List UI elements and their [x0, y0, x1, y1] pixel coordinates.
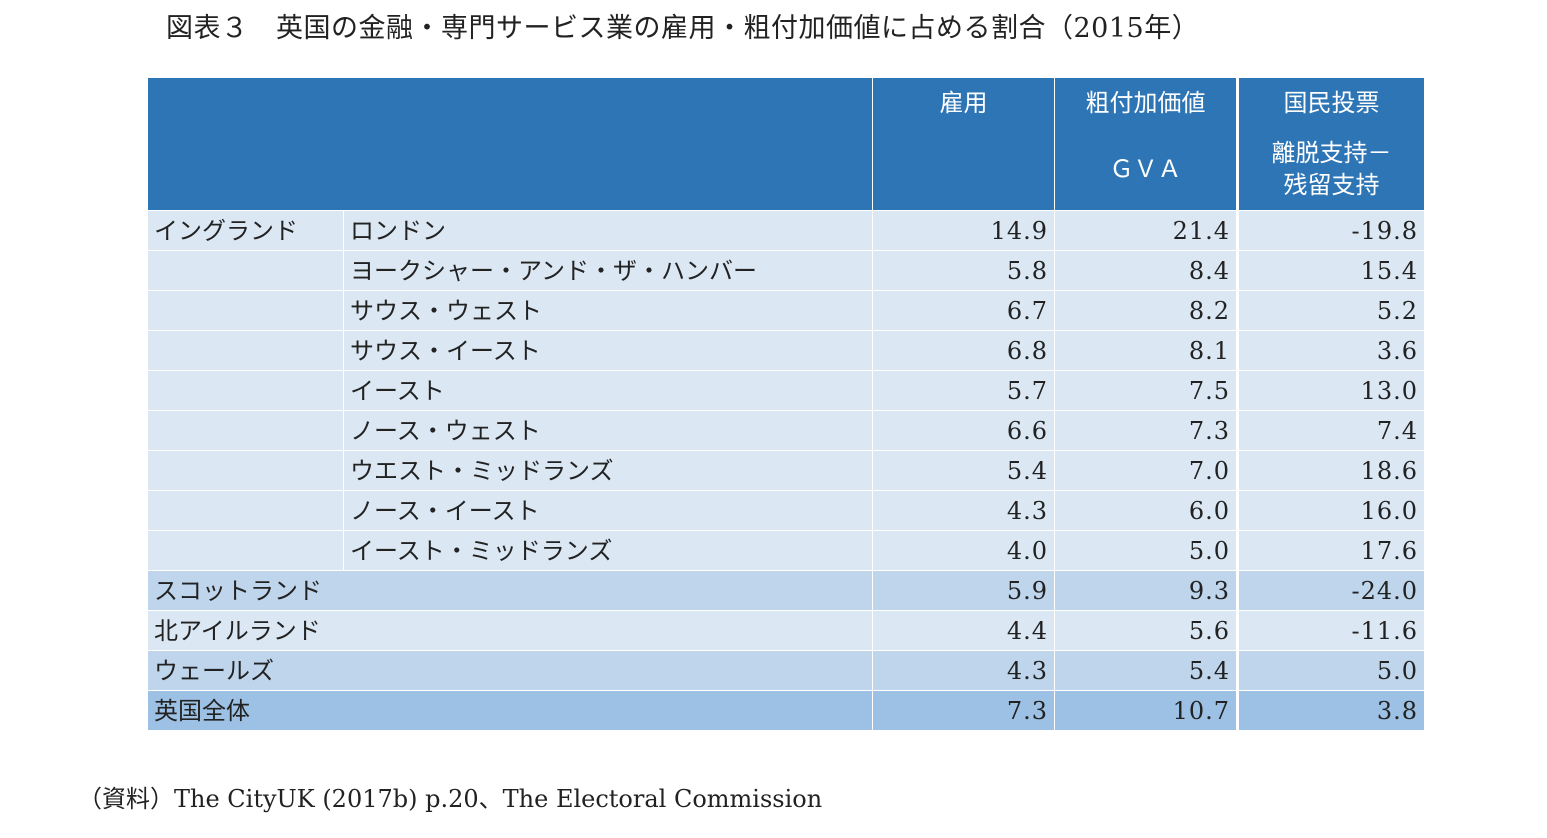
- vote-value: 16.0: [1360, 497, 1418, 525]
- vote-value: -11.6: [1351, 617, 1418, 645]
- table-row: ヨークシャー・アンド・ザ・ハンバー 5.8 8.4 15.4: [148, 250, 1424, 290]
- employment-value: 5.9: [873, 571, 1055, 610]
- region-group-label: イングランド: [148, 211, 344, 250]
- vote-value: -19.8: [1351, 217, 1418, 245]
- region-name: 英国全体: [148, 691, 873, 730]
- header-gva-abbr: ＧＶＡ: [1109, 155, 1182, 183]
- header-label-cell: [148, 78, 873, 210]
- region-group-spacer: [148, 331, 344, 370]
- vote-value: 3.8: [1376, 697, 1418, 725]
- employment-value: 6.6: [873, 411, 1055, 450]
- gva-value: 21.4: [1055, 211, 1239, 250]
- gva-value: 6.0: [1055, 491, 1239, 530]
- region-name: ウエスト・ミッドランズ: [344, 451, 873, 490]
- table-row: ウェールズ 4.3 5.4 5.0: [148, 650, 1424, 690]
- region-name: ウェールズ: [148, 651, 873, 690]
- gva-value: 8.4: [1055, 251, 1239, 290]
- table-row: 北アイルランド 4.4 5.6 -11.6: [148, 610, 1424, 650]
- header-gva: 粗付加価値 ＧＶＡ: [1055, 78, 1239, 210]
- employment-value: 4.3: [873, 651, 1055, 690]
- region-group-spacer: [148, 531, 344, 570]
- source-note: （資料）The CityUK (2017b) p.20、The Electora…: [78, 785, 823, 813]
- vote-value: 17.6: [1360, 537, 1418, 565]
- region-group-spacer: [148, 371, 344, 410]
- table-row: イースト 5.7 7.5 13.0: [148, 370, 1424, 410]
- region-name: イースト: [344, 371, 873, 410]
- table-row-total: 英国全体 7.3 10.7 3.8: [148, 690, 1424, 730]
- gva-value: 8.1: [1055, 331, 1239, 370]
- employment-value: 7.3: [873, 691, 1055, 730]
- region-name: スコットランド: [148, 571, 873, 610]
- gva-value: 5.0: [1055, 531, 1239, 570]
- table-row: ウエスト・ミッドランズ 5.4 7.0 18.6: [148, 450, 1424, 490]
- gva-value: 8.2: [1055, 291, 1239, 330]
- employment-value: 4.3: [873, 491, 1055, 530]
- gva-value: 5.6: [1055, 611, 1239, 650]
- region-group-spacer: [148, 251, 344, 290]
- employment-value: 4.0: [873, 531, 1055, 570]
- employment-value: 5.7: [873, 371, 1055, 410]
- table-row: イングランド ロンドン 14.9 21.4 -19.8: [148, 210, 1424, 250]
- header-employment-label: 雇用: [939, 89, 988, 117]
- gva-value: 10.7: [1055, 691, 1239, 730]
- region-name: サウス・ウェスト: [344, 291, 873, 330]
- table-row: ノース・ウェスト 6.6 7.3 7.4: [148, 410, 1424, 450]
- gva-value: 7.3: [1055, 411, 1239, 450]
- employment-value: 6.8: [873, 331, 1055, 370]
- region-group-spacer: [148, 291, 344, 330]
- table-row: サウス・ウェスト 6.7 8.2 5.2: [148, 290, 1424, 330]
- region-group-spacer: [148, 491, 344, 530]
- vote-value: 5.0: [1376, 657, 1418, 685]
- region-name: ヨークシャー・アンド・ザ・ハンバー: [344, 251, 873, 290]
- vote-value: 13.0: [1360, 377, 1418, 405]
- gva-value: 7.0: [1055, 451, 1239, 490]
- table-row: スコットランド 5.9 9.3 -24.0: [148, 570, 1424, 610]
- gva-value: 5.4: [1055, 651, 1239, 690]
- vote-value: 5.2: [1376, 297, 1418, 325]
- table-row: サウス・イースト 6.8 8.1 3.6: [148, 330, 1424, 370]
- table-row: ノース・イースト 4.3 6.0 16.0: [148, 490, 1424, 530]
- region-name: イースト・ミッドランズ: [344, 531, 873, 570]
- header-employment: 雇用: [873, 78, 1055, 210]
- region-group-spacer: [148, 451, 344, 490]
- vote-value: -24.0: [1351, 577, 1418, 605]
- employment-value: 5.4: [873, 451, 1055, 490]
- employment-value: 5.8: [873, 251, 1055, 290]
- header-gva-label: 粗付加価値: [1085, 89, 1206, 117]
- region-group-spacer: [148, 411, 344, 450]
- header-referendum-label: 国民投票: [1283, 89, 1380, 117]
- employment-value: 14.9: [873, 211, 1055, 250]
- region-name: ノース・イースト: [344, 491, 873, 530]
- region-name: サウス・イースト: [344, 331, 873, 370]
- table-header: 雇用 粗付加価値 ＧＶＡ 国民投票 離脱支持－ 残留支持: [148, 78, 1424, 210]
- region-name: ロンドン: [344, 211, 873, 250]
- vote-value: 15.4: [1360, 257, 1418, 285]
- table-title: 図表３ 英国の金融・専門サービス業の雇用・粗付加価値に占める割合（2015年）: [166, 13, 1200, 44]
- employment-value: 6.7: [873, 291, 1055, 330]
- table-row: イースト・ミッドランズ 4.0 5.0 17.6: [148, 530, 1424, 570]
- gva-value: 9.3: [1055, 571, 1239, 610]
- vote-value: 7.4: [1376, 417, 1418, 445]
- header-referendum: 国民投票 離脱支持－ 残留支持: [1239, 78, 1424, 210]
- header-leave-minus: 離脱支持－: [1271, 139, 1392, 167]
- gva-value: 7.5: [1055, 371, 1239, 410]
- header-remain: 残留支持: [1283, 171, 1380, 199]
- vote-value: 3.6: [1376, 337, 1418, 365]
- vote-value: 18.6: [1360, 457, 1418, 485]
- data-table: 雇用 粗付加価値 ＧＶＡ 国民投票 離脱支持－ 残留支持 イングランド ロンドン…: [148, 78, 1424, 730]
- employment-value: 4.4: [873, 611, 1055, 650]
- region-name: 北アイルランド: [148, 611, 873, 650]
- region-name: ノース・ウェスト: [344, 411, 873, 450]
